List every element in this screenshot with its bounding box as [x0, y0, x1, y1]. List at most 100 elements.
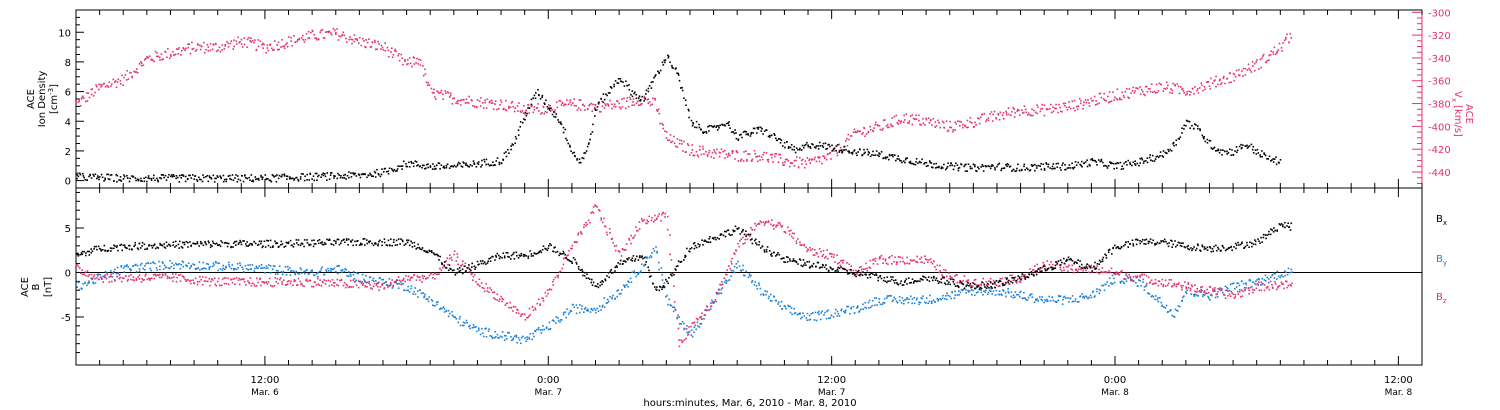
by-point — [758, 284, 761, 286]
density-point — [585, 150, 588, 152]
vx-point — [983, 112, 986, 115]
density-point — [1257, 152, 1260, 154]
vx-point — [384, 42, 386, 44]
vx-point — [654, 99, 656, 101]
by-point — [1003, 290, 1005, 292]
vx-point — [518, 102, 520, 104]
vx-point — [1023, 105, 1026, 107]
vx-point — [287, 36, 290, 38]
density-point — [940, 167, 942, 170]
density-point — [326, 172, 328, 174]
by-point — [723, 281, 726, 283]
density-point — [664, 61, 666, 64]
by-point — [918, 303, 920, 306]
bz-point — [956, 274, 958, 276]
bz-point — [567, 254, 569, 256]
vx-point — [409, 62, 412, 65]
by-point — [1202, 295, 1204, 298]
vx-point — [1255, 61, 1257, 63]
vx-point — [1157, 90, 1160, 92]
vx-point — [1152, 91, 1154, 93]
density-point — [1250, 143, 1253, 146]
by-point — [1211, 294, 1213, 297]
density-point — [1081, 165, 1083, 168]
vx-point — [771, 156, 773, 159]
vx-point — [757, 160, 759, 163]
vx-tick-label: -320 — [1428, 31, 1451, 42]
vx-point — [1139, 86, 1141, 88]
vx-point — [881, 129, 883, 131]
vx-point — [108, 81, 111, 83]
by-point — [1282, 276, 1284, 278]
density-point — [512, 144, 514, 146]
by-point — [680, 323, 683, 325]
vx-point — [1036, 112, 1038, 115]
vx-point — [131, 75, 133, 78]
bz-point — [149, 277, 152, 280]
vx-point — [964, 125, 966, 128]
bx-point — [90, 248, 92, 250]
bz-point — [948, 272, 950, 274]
vx-point — [123, 76, 125, 79]
vx-point — [1090, 97, 1092, 100]
by-point — [217, 269, 219, 272]
by-point — [258, 265, 261, 267]
bz-point — [1154, 282, 1156, 285]
bz-point — [948, 277, 951, 280]
bx-point — [80, 252, 83, 254]
vx-point — [656, 110, 659, 112]
by-point — [1284, 274, 1286, 277]
by-point — [1175, 309, 1178, 312]
vx-point — [899, 120, 902, 123]
bz-point — [369, 284, 371, 286]
bz-point — [590, 212, 592, 214]
bz-point — [208, 278, 211, 280]
bz-point — [422, 277, 424, 280]
bx-point — [146, 247, 149, 250]
density-point — [567, 142, 569, 145]
by-point — [130, 269, 132, 272]
vx-point — [578, 107, 580, 109]
by-point — [1096, 288, 1098, 290]
density-point — [899, 159, 901, 162]
bz-point — [485, 283, 487, 285]
vx-point — [271, 49, 274, 51]
vx-point — [682, 150, 684, 152]
by-point — [1216, 293, 1218, 295]
vx-point — [286, 42, 288, 44]
by-point — [1089, 294, 1092, 297]
bz-point — [266, 283, 269, 285]
bx-point — [181, 247, 184, 249]
vx-point — [325, 31, 327, 33]
vx-point — [927, 117, 930, 119]
by-point — [355, 272, 358, 274]
density-point — [385, 170, 388, 173]
vx-point — [436, 90, 438, 92]
bz-point — [1162, 283, 1165, 286]
density-point — [1242, 144, 1244, 146]
density-point — [412, 162, 415, 164]
bz-point — [1248, 293, 1250, 295]
vx-point — [981, 113, 984, 116]
vx-tick-label: -300 — [1428, 8, 1451, 19]
density-point — [581, 157, 583, 159]
by-point — [371, 279, 374, 282]
density-point — [576, 158, 578, 160]
vx-point — [1049, 107, 1051, 110]
vx-point — [838, 143, 840, 146]
bz-point — [1266, 287, 1268, 289]
density-point — [1074, 161, 1077, 163]
bz-point — [839, 264, 842, 267]
bz-point — [928, 259, 930, 261]
vx-point — [257, 39, 259, 41]
by-point — [375, 280, 377, 282]
by-point — [425, 298, 427, 300]
vx-point — [554, 111, 556, 114]
vx-point — [997, 113, 999, 115]
bz-point — [664, 216, 666, 218]
vx-point — [300, 37, 303, 39]
vx-point — [175, 48, 178, 50]
density-point — [705, 130, 707, 133]
by-point — [698, 326, 700, 328]
density-point — [1172, 142, 1174, 145]
